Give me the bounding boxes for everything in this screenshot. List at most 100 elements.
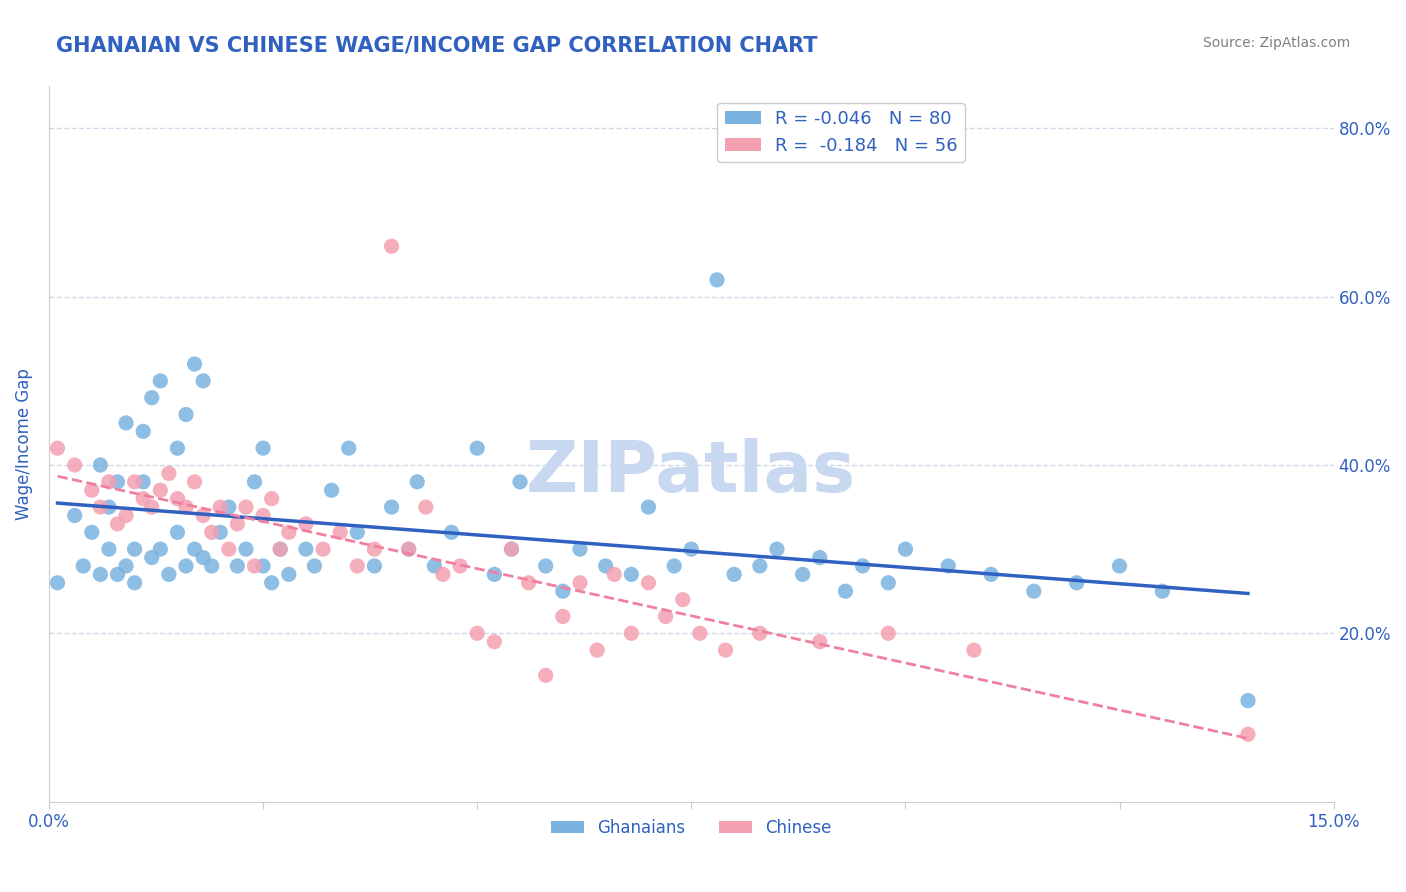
- Point: [1022, 584, 1045, 599]
- Point: [423, 559, 446, 574]
- Text: GHANAIAN VS CHINESE WAGE/INCOME GAP CORRELATION CHART: GHANAIAN VS CHINESE WAGE/INCOME GAP CORR…: [56, 36, 818, 55]
- Point: [260, 491, 283, 506]
- Point: [834, 584, 856, 599]
- Text: Source: ZipAtlas.com: Source: ZipAtlas.com: [1202, 36, 1350, 50]
- Point: [260, 575, 283, 590]
- Point: [218, 500, 240, 514]
- Point: [132, 491, 155, 506]
- Point: [141, 391, 163, 405]
- Point: [107, 475, 129, 489]
- Text: ZIPatlas: ZIPatlas: [526, 438, 856, 507]
- Point: [115, 559, 138, 574]
- Point: [89, 567, 111, 582]
- Point: [209, 525, 232, 540]
- Point: [295, 542, 318, 557]
- Point: [792, 567, 814, 582]
- Point: [894, 542, 917, 557]
- Point: [465, 626, 488, 640]
- Point: [509, 475, 531, 489]
- Point: [191, 508, 214, 523]
- Point: [603, 567, 626, 582]
- Point: [252, 508, 274, 523]
- Point: [1108, 559, 1130, 574]
- Point: [72, 559, 94, 574]
- Point: [637, 500, 659, 514]
- Point: [748, 559, 770, 574]
- Point: [149, 483, 172, 498]
- Point: [141, 500, 163, 514]
- Point: [97, 475, 120, 489]
- Point: [484, 634, 506, 648]
- Point: [235, 500, 257, 514]
- Point: [808, 550, 831, 565]
- Point: [191, 550, 214, 565]
- Point: [465, 441, 488, 455]
- Point: [346, 559, 368, 574]
- Point: [132, 425, 155, 439]
- Point: [406, 475, 429, 489]
- Point: [174, 559, 197, 574]
- Point: [398, 542, 420, 557]
- Point: [534, 668, 557, 682]
- Point: [766, 542, 789, 557]
- Point: [97, 542, 120, 557]
- Legend: Ghanaians, Chinese: Ghanaians, Chinese: [544, 812, 838, 843]
- Point: [226, 559, 249, 574]
- Point: [501, 542, 523, 557]
- Point: [149, 542, 172, 557]
- Point: [132, 475, 155, 489]
- Point: [440, 525, 463, 540]
- Point: [963, 643, 986, 657]
- Point: [432, 567, 454, 582]
- Point: [1152, 584, 1174, 599]
- Point: [226, 516, 249, 531]
- Point: [166, 441, 188, 455]
- Point: [174, 500, 197, 514]
- Point: [1066, 575, 1088, 590]
- Point: [166, 525, 188, 540]
- Point: [321, 483, 343, 498]
- Point: [689, 626, 711, 640]
- Point: [329, 525, 352, 540]
- Point: [748, 626, 770, 640]
- Point: [595, 559, 617, 574]
- Point: [89, 458, 111, 472]
- Point: [124, 475, 146, 489]
- Point: [80, 525, 103, 540]
- Point: [141, 550, 163, 565]
- Point: [449, 559, 471, 574]
- Point: [346, 525, 368, 540]
- Point: [484, 567, 506, 582]
- Point: [124, 542, 146, 557]
- Point: [243, 559, 266, 574]
- Point: [191, 374, 214, 388]
- Point: [363, 542, 385, 557]
- Point: [201, 525, 224, 540]
- Point: [124, 575, 146, 590]
- Point: [723, 567, 745, 582]
- Point: [654, 609, 676, 624]
- Point: [662, 559, 685, 574]
- Point: [157, 567, 180, 582]
- Point: [551, 609, 574, 624]
- Y-axis label: Wage/Income Gap: Wage/Income Gap: [15, 368, 32, 520]
- Point: [149, 374, 172, 388]
- Point: [681, 542, 703, 557]
- Point: [269, 542, 291, 557]
- Point: [534, 559, 557, 574]
- Point: [89, 500, 111, 514]
- Point: [586, 643, 609, 657]
- Point: [714, 643, 737, 657]
- Point: [269, 542, 291, 557]
- Point: [415, 500, 437, 514]
- Point: [620, 567, 643, 582]
- Point: [877, 626, 900, 640]
- Point: [235, 542, 257, 557]
- Point: [304, 559, 326, 574]
- Point: [46, 575, 69, 590]
- Point: [568, 575, 591, 590]
- Point: [551, 584, 574, 599]
- Point: [201, 559, 224, 574]
- Point: [620, 626, 643, 640]
- Point: [1237, 693, 1260, 707]
